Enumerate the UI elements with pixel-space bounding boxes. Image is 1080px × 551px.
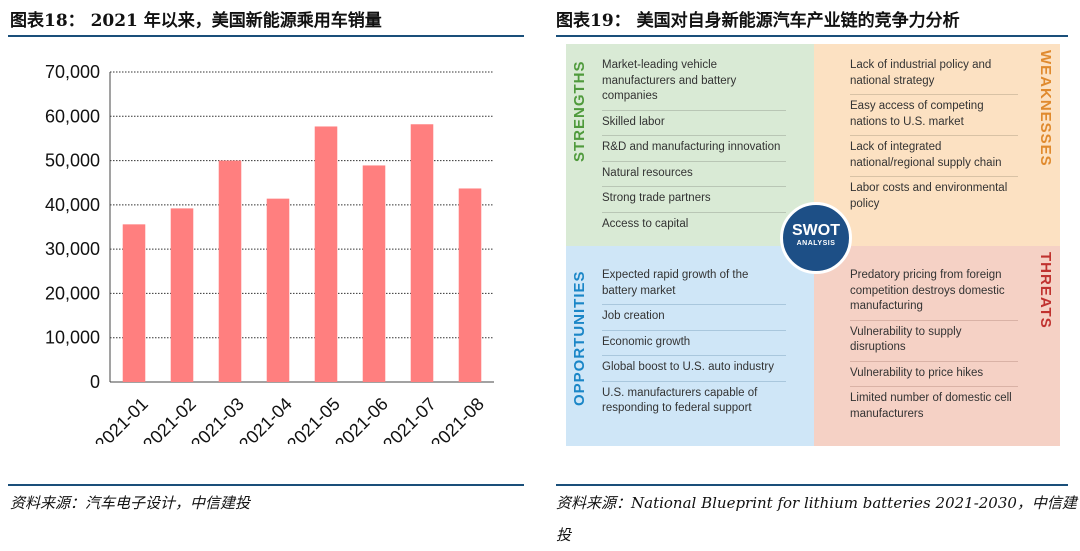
strengths-item: Strong trade partners	[602, 187, 786, 213]
x-tick-label: 2021-08	[427, 394, 488, 444]
strengths-item: R&D and manufacturing innovation	[602, 136, 786, 162]
weaknesses-item: Labor costs and environmental policy	[850, 182, 1008, 210]
bar-2021-05	[314, 126, 338, 382]
strengths-item: Market-leading vehicle manufacturers and…	[602, 54, 786, 111]
y-tick-label: 70,000	[45, 62, 100, 82]
y-tick-label: 20,000	[45, 283, 100, 303]
opportunities-label: OPPORTUNITIES	[571, 270, 588, 406]
swot-center-badge: SWOT ANALYSIS	[780, 202, 852, 274]
chart-gridlines	[110, 71, 494, 339]
threats-item: Vulnerability to price hikes	[850, 362, 1018, 387]
left-title-rule	[8, 35, 524, 37]
y-tick-label: 50,000	[45, 151, 100, 171]
strengths-item: Access to capital	[602, 217, 689, 230]
swot-center-title: SWOT	[792, 222, 840, 239]
swot-diagram: STRENGTHS Market-leading vehicle manufac…	[566, 44, 1060, 446]
bar-2021-07	[410, 124, 434, 382]
bar-2021-02	[170, 208, 194, 382]
y-tick-label: 10,000	[45, 328, 100, 348]
y-tick-label: 0	[90, 372, 100, 392]
threats-item: Predatory pricing from foreign competiti…	[850, 264, 1018, 321]
bar-2021-03	[218, 160, 242, 382]
strengths-label: STRENGTHS	[571, 60, 588, 162]
weaknesses-item: Lack of integrated national/regional sup…	[850, 136, 1018, 177]
weaknesses-item: Easy access of competing nations to U.S.…	[850, 95, 1018, 136]
swot-threats-quadrant: THREATS Predatory pricing from foreign c…	[814, 246, 1060, 446]
opportunities-item: Economic growth	[602, 331, 786, 356]
swot-center-subtitle: ANALYSIS	[796, 240, 836, 247]
chart-bars	[122, 124, 482, 382]
weaknesses-item: Lack of industrial policy and national s…	[850, 54, 1018, 95]
weaknesses-list: Lack of industrial policy and national s…	[850, 54, 1018, 217]
right-figure-source-line1: 资料来源：National Blueprint for lithium batt…	[556, 494, 1077, 512]
swot-strengths-quadrant: STRENGTHS Market-leading vehicle manufac…	[566, 44, 814, 246]
opportunities-item: Global boost to U.S. auto industry	[602, 356, 786, 382]
bar-chart: 0 10,000 20,000 30,000 40,000 50,000 60,000 70,…	[45, 62, 494, 444]
opportunities-item: Expected rapid growth of the battery mar…	[602, 264, 786, 305]
y-tick-label: 60,000	[45, 106, 100, 126]
threats-item: Limited number of domestic cell manufact…	[850, 392, 1012, 420]
opportunities-list: Expected rapid growth of the battery mar…	[602, 264, 786, 422]
strengths-item: Natural resources	[602, 162, 786, 187]
y-tick-label: 30,000	[45, 239, 100, 259]
strengths-list: Market-leading vehicle manufacturers and…	[602, 54, 786, 237]
chart-x-ticks: 2021-012021-022021-032021-042021-052021-…	[91, 394, 488, 444]
left-figure-source: 资料来源：汽车电子设计，中信建投	[10, 494, 251, 512]
opportunities-item: Job creation	[602, 305, 786, 331]
threats-list: Predatory pricing from foreign competiti…	[850, 264, 1018, 427]
right-source-rule	[556, 484, 1068, 486]
swot-weaknesses-quadrant: WEAKNESSES Lack of industrial policy and…	[814, 44, 1060, 246]
left-source-rule	[8, 484, 524, 486]
chart-axes	[109, 72, 494, 383]
right-figure-source-line2: 投	[556, 526, 572, 544]
threats-label: THREATS	[1037, 252, 1054, 329]
y-tick-label: 40,000	[45, 195, 100, 215]
swot-opportunities-quadrant: OPPORTUNITIES Expected rapid growth of t…	[566, 246, 814, 446]
right-figure-title: 图表19： 美国对自身新能源汽车产业链的竞争力分析	[556, 11, 960, 31]
left-figure-title: 图表18： 2021 年以来，美国新能源乘用车销量	[10, 11, 382, 31]
opportunities-item: U.S. manufacturers capable of responding…	[602, 386, 758, 415]
bar-2021-01	[122, 224, 146, 382]
chart-y-ticks: 0 10,000 20,000 30,000 40,000 50,000 60,000 70,…	[45, 62, 100, 392]
strengths-item: Skilled labor	[602, 111, 786, 136]
bar-2021-08	[458, 188, 482, 382]
bar-2021-04	[266, 198, 290, 382]
weaknesses-label: WEAKNESSES	[1037, 50, 1054, 167]
right-title-rule	[556, 35, 1068, 37]
threats-item: Vulnerability to supply disruptions	[850, 321, 1018, 362]
bar-2021-06	[362, 165, 386, 382]
